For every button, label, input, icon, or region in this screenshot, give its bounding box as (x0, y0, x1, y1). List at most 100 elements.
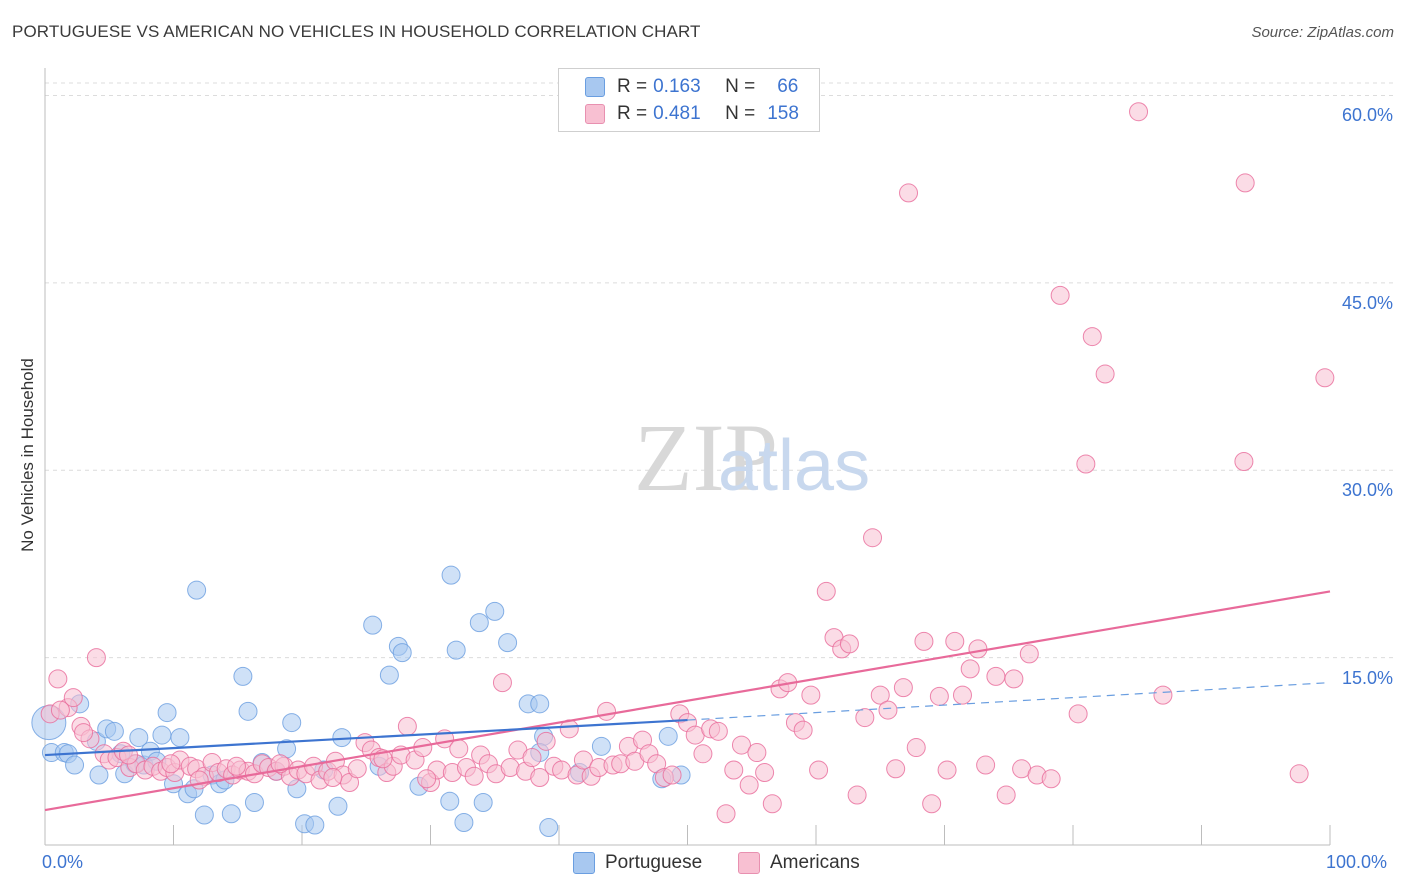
americans-point (899, 183, 919, 203)
americans-point (347, 759, 367, 779)
americans-point (847, 785, 867, 805)
legend-label-portuguese: Portuguese (605, 852, 703, 873)
americans-point (1068, 704, 1088, 724)
americans-point (816, 581, 836, 601)
portuguese-trend-extension (687, 682, 1331, 721)
americans-point (50, 700, 70, 720)
americans-point (986, 666, 1006, 686)
legend-n-label: N = (725, 76, 756, 97)
americans-point (1082, 327, 1102, 347)
portuguese-point (65, 755, 85, 775)
legend-swatch-americans (585, 104, 605, 124)
americans-point (397, 716, 417, 736)
portuguese-point (440, 791, 460, 811)
axes (44, 68, 1331, 846)
portuguese-point (363, 615, 383, 635)
portuguese-point (282, 713, 302, 733)
americans-point (839, 634, 859, 654)
americans-point (863, 528, 883, 548)
legend-n-label: N = (725, 103, 756, 124)
americans-point (809, 760, 829, 780)
americans-point (914, 631, 934, 651)
americans-point (1129, 102, 1149, 122)
americans-point (945, 631, 965, 651)
americans-point (189, 770, 209, 790)
americans-point (1076, 454, 1096, 474)
americans-point (793, 720, 813, 740)
americans-point (323, 768, 343, 788)
portuguese-point (658, 726, 678, 746)
trend-lines (44, 590, 1331, 812)
legend-row-portuguese: R = 0.163 N = 66 (585, 75, 798, 99)
legend-swatch-americans (738, 852, 760, 874)
americans-point (464, 766, 484, 786)
portuguese-point (104, 721, 124, 741)
portuguese-point (244, 793, 264, 813)
portuguese-point (392, 643, 412, 663)
americans-point (226, 756, 246, 776)
y-tick-label: 30.0% (1341, 480, 1393, 501)
americans-point (530, 768, 550, 788)
series-legend: Portuguese Americans (0, 852, 1406, 878)
americans-point (63, 688, 83, 708)
chart-title: PORTUGUESE VS AMERICAN NO VEHICLES IN HO… (12, 22, 701, 41)
portuguese-point (305, 815, 325, 835)
americans-point (708, 721, 728, 741)
portuguese-trend-line (44, 718, 688, 757)
x-tick-label-max: 100.0% (1326, 852, 1388, 872)
portuguese-point (233, 666, 253, 686)
americans-point (1289, 764, 1309, 784)
portuguese-point (473, 793, 493, 813)
americans-point (755, 763, 775, 783)
americans-point (762, 794, 782, 814)
americans-point (573, 750, 593, 770)
americans-point (906, 738, 926, 758)
legend-n-value: 66 (777, 76, 799, 97)
americans-point (1004, 669, 1024, 689)
americans-point (739, 775, 759, 795)
americans-point (492, 673, 512, 693)
portuguese-point (152, 725, 172, 745)
source-note: Source: ZipAtlas.com (1251, 24, 1394, 41)
americans-point (1041, 769, 1061, 789)
americans-point (976, 755, 996, 775)
americans-point (597, 701, 617, 721)
portuguese-point (238, 701, 258, 721)
watermark-zip: ZIP (634, 404, 778, 511)
legend-row-americans: R = 0.481 N = 158 (585, 102, 799, 126)
x-tick-label-min: 0.0% (42, 852, 84, 872)
y-tick-label: 60.0% (1341, 105, 1393, 126)
portuguese-point (187, 580, 207, 600)
legend-swatch-portuguese (573, 852, 595, 874)
portuguese-point (328, 796, 348, 816)
americans-point (522, 748, 542, 768)
americans-point (119, 745, 139, 765)
portuguese-point (379, 665, 399, 685)
portuguese-point (446, 640, 466, 660)
legend-item-americans[interactable]: Americans (738, 852, 860, 874)
legend-n-value: 158 (767, 103, 799, 124)
portuguese-point (170, 728, 190, 748)
portuguese-point (89, 765, 109, 785)
americans-point (886, 759, 906, 779)
y-tick-label: 15.0% (1341, 667, 1393, 688)
americans-point (855, 708, 875, 728)
americans-point (86, 648, 106, 668)
gridlines (45, 82, 1395, 659)
americans-point (662, 765, 682, 785)
americans-point (929, 686, 949, 706)
americans-point (716, 804, 736, 824)
series-americans (40, 102, 1335, 824)
americans-point (161, 754, 181, 774)
legend-item-portuguese[interactable]: Portuguese (573, 852, 702, 874)
americans-point (731, 735, 751, 755)
watermark-atlas: atlas (718, 426, 870, 506)
portuguese-point (498, 633, 518, 653)
legend-r-value: 0.481 (653, 103, 701, 124)
americans-point (996, 785, 1016, 805)
americans-point (724, 760, 744, 780)
americans-point (893, 678, 913, 698)
americans-point (747, 743, 767, 763)
americans-point (1153, 685, 1173, 705)
